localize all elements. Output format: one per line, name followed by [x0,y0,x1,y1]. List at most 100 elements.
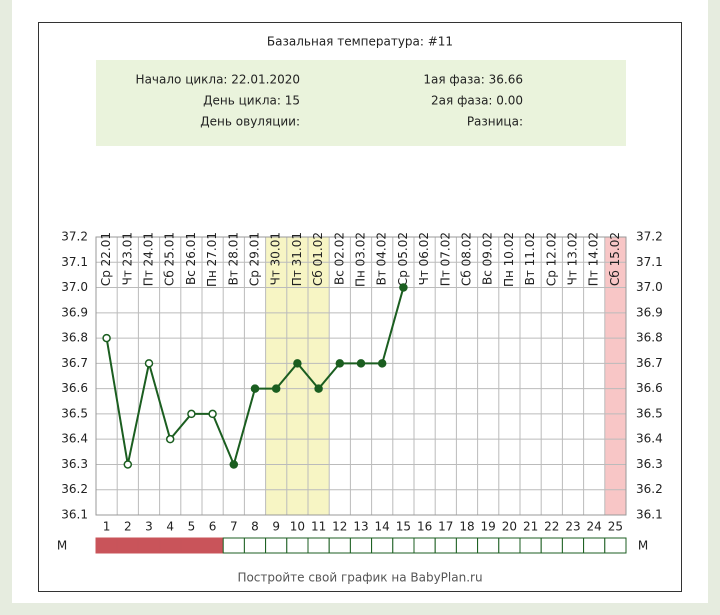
y-tick-label: 36.8 [61,331,88,345]
y-tick-label-right: 36.4 [636,432,663,446]
y-tick-label: 36.2 [61,482,88,496]
info-left: День цикла: 15 [203,94,300,108]
date-label: Ср 12.02 [544,232,558,286]
temperature-point [314,384,323,393]
date-label: Вт 04.02 [375,232,389,285]
temperature-point [250,384,260,393]
x-tick-label: 20 [502,520,517,534]
date-label: Вт 11.02 [523,232,537,285]
date-label: Вс 09.02 [481,232,495,285]
x-tick-label: 17 [438,520,453,534]
y-tick-label: 37.0 [61,280,88,294]
date-label: Сб 08.02 [460,232,474,286]
m-cell [159,537,182,554]
x-tick-label: 9 [272,520,280,534]
date-label: Пн 10.02 [502,232,516,287]
x-tick-label: 2 [124,520,132,534]
info-right: 1ая фаза: 36.66 [423,73,523,87]
temperature-point [271,384,281,393]
info-box [96,60,626,146]
frame [38,22,682,592]
x-tick-label: 5 [188,520,196,534]
m-cell [498,537,521,554]
y-tick-label-right: 36.8 [636,331,663,345]
date-label: Вт 28.01 [226,232,240,285]
m-cell [349,537,373,554]
info-left: День овуляции: [200,115,300,129]
m-cell [413,537,436,554]
y-tick-label: 37.2 [61,230,88,244]
x-tick-label: 13 [353,520,368,534]
y-tick-label-right: 37.1 [636,255,663,269]
y-tick-label: 36.7 [61,356,88,370]
x-tick-label: 18 [459,520,474,534]
m-cell [180,537,203,554]
date-label: Пн 03.02 [354,232,368,287]
temperature-point [229,460,239,469]
chart-title: Базальная температура: #11 [267,35,453,49]
x-tick-label: 14 [375,520,390,534]
m-label: М [57,539,67,553]
date-label: Пт 24.01 [142,232,156,286]
x-tick-label: 21 [523,520,538,534]
x-tick-label: 8 [251,520,259,534]
info-left: Начало цикла: 22.01.2020 [136,73,300,87]
date-label: Ср 29.01 [248,232,262,286]
x-tick-label: 16 [417,520,432,534]
m-cell [201,537,224,554]
highlight-band [265,237,330,515]
temperature-point [165,434,175,444]
y-tick-label-right: 36.9 [636,305,663,319]
x-tick-label: 6 [209,520,217,534]
date-label: Ср 22.01 [99,232,113,286]
x-tick-label: 11 [311,520,326,534]
m-cell [307,537,330,554]
temperature-point [356,359,366,368]
date-label: Сб 25.01 [163,232,177,286]
temperature-point [102,333,111,343]
y-tick-label: 37.1 [61,255,88,269]
date-label: Вс 02.02 [332,232,346,285]
x-tick-label: 12 [332,520,347,534]
y-tick-label: 36.5 [61,406,88,420]
date-label: Чт 13.02 [566,232,580,285]
temperature-point [399,283,408,292]
m-cell [455,537,479,554]
y-tick-label: 36.1 [61,508,88,522]
date-label: Пт 31.01 [290,232,304,286]
m-cell [222,537,245,554]
temperature-point [335,359,345,368]
y-tick-label-right: 37.2 [636,230,663,244]
m-cell [137,537,161,554]
m-cell [583,537,606,554]
y-tick-label: 36.9 [61,305,88,319]
date-label: Чт 06.02 [417,232,431,285]
m-cell [371,537,394,554]
x-tick-label: 23 [565,520,580,534]
m-cell [561,537,585,554]
date-label: Ср 05.02 [396,232,410,286]
y-tick-label-right: 36.3 [636,457,663,471]
x-tick-label: 19 [481,520,496,534]
date-label: Пн 27.01 [205,232,219,287]
y-tick-label: 36.4 [61,432,88,446]
y-tick-label-right: 36.5 [636,406,663,420]
x-tick-label: 25 [608,520,623,534]
temperature-point [187,409,196,419]
highlight-band [604,237,626,515]
temperature-point [293,359,302,368]
m-cell [328,537,351,554]
m-cell [243,537,267,554]
date-label: Вс 26.01 [184,232,198,285]
x-tick-label: 24 [587,520,602,534]
x-tick-label: 10 [290,520,305,534]
m-cell [519,537,542,554]
y-tick-label-right: 37.0 [636,280,663,294]
temperature-point [208,409,217,419]
m-cell [604,537,627,554]
m-cell [95,537,118,554]
y-tick-label: 36.3 [61,457,88,471]
temperature-point [123,460,133,469]
m-cell [434,537,457,554]
